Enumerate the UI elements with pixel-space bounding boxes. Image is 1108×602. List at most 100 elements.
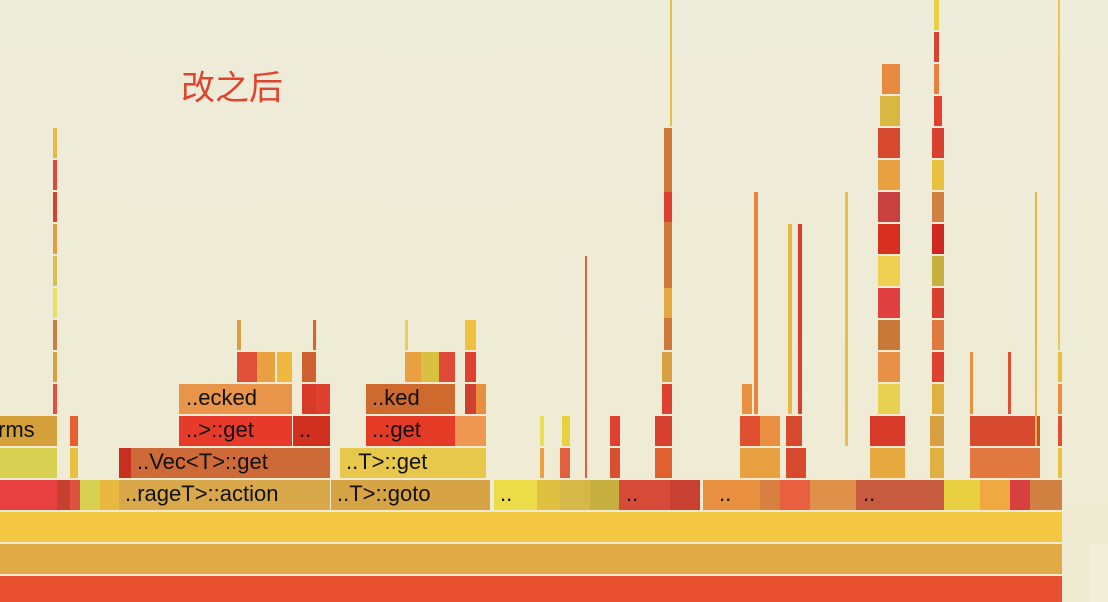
frame[interactable] (970, 352, 973, 414)
frame[interactable] (405, 320, 408, 350)
frame[interactable] (655, 448, 672, 478)
frame[interactable] (980, 480, 1010, 510)
frame[interactable] (179, 416, 292, 446)
frame[interactable] (878, 224, 900, 254)
frame[interactable] (932, 192, 944, 222)
frame[interactable] (878, 288, 900, 318)
frame[interactable] (540, 448, 544, 478)
frame[interactable] (786, 416, 802, 446)
frame[interactable] (754, 192, 758, 414)
frame[interactable] (1010, 480, 1030, 510)
frame[interactable] (845, 192, 848, 446)
frame[interactable] (1058, 352, 1062, 382)
frame[interactable] (237, 352, 257, 382)
frame[interactable] (810, 480, 856, 510)
frame[interactable] (53, 288, 57, 318)
frame[interactable] (494, 480, 537, 510)
frame[interactable] (465, 384, 476, 414)
frame[interactable] (740, 416, 760, 446)
frame[interactable] (1035, 192, 1037, 446)
frame[interactable] (331, 480, 490, 510)
frame[interactable] (655, 416, 672, 446)
frame[interactable] (878, 384, 900, 414)
frame[interactable] (293, 416, 330, 446)
frame[interactable] (53, 256, 57, 286)
frame[interactable] (131, 448, 330, 478)
frame[interactable] (465, 320, 476, 350)
frame[interactable] (930, 416, 944, 446)
frame[interactable] (302, 384, 316, 414)
frame[interactable] (662, 384, 672, 414)
frame[interactable] (610, 448, 620, 478)
frame[interactable] (340, 448, 486, 478)
frame[interactable] (302, 352, 316, 382)
frame[interactable] (878, 128, 900, 158)
frame[interactable] (1058, 0, 1060, 350)
frame[interactable] (257, 352, 275, 382)
frame[interactable] (780, 480, 810, 510)
frame[interactable] (53, 192, 57, 222)
frame[interactable] (53, 384, 57, 414)
frame[interactable] (662, 352, 672, 382)
frame[interactable] (0, 512, 1062, 542)
frame[interactable] (932, 160, 944, 190)
frame[interactable] (970, 448, 1040, 478)
frame[interactable] (585, 256, 587, 478)
frame[interactable] (934, 96, 942, 126)
frame[interactable] (786, 448, 806, 478)
frame[interactable] (760, 480, 780, 510)
frame[interactable] (1058, 416, 1062, 446)
frame[interactable] (703, 480, 760, 510)
frame[interactable] (455, 416, 486, 446)
frame[interactable] (53, 320, 57, 350)
frame[interactable] (798, 224, 802, 414)
frame[interactable] (70, 480, 80, 510)
frame[interactable] (70, 416, 78, 446)
frame[interactable] (277, 352, 292, 382)
frame[interactable] (316, 384, 330, 414)
frame[interactable] (465, 352, 476, 382)
frame[interactable] (70, 448, 78, 478)
frame[interactable] (932, 352, 944, 382)
frame[interactable] (856, 480, 944, 510)
frame[interactable] (53, 224, 57, 254)
frame[interactable] (237, 320, 241, 350)
frame[interactable] (619, 480, 670, 510)
frame[interactable] (53, 128, 57, 158)
frame[interactable] (610, 416, 620, 446)
frame[interactable] (970, 416, 1040, 446)
frame[interactable] (540, 416, 544, 446)
frame[interactable] (0, 480, 57, 510)
frame[interactable] (664, 128, 672, 350)
frame[interactable] (878, 192, 900, 222)
frame[interactable] (670, 480, 700, 510)
frame[interactable] (932, 320, 944, 350)
frame[interactable] (1058, 384, 1062, 414)
frame[interactable] (664, 288, 672, 318)
frame[interactable] (0, 576, 1062, 602)
frame[interactable] (119, 480, 330, 510)
frame[interactable] (742, 384, 752, 414)
frame[interactable] (880, 96, 900, 126)
frame[interactable] (878, 256, 900, 286)
frame[interactable] (882, 64, 900, 94)
frame[interactable] (313, 320, 316, 350)
frame[interactable] (57, 480, 70, 510)
frame[interactable] (439, 352, 455, 382)
frame[interactable] (1030, 480, 1062, 510)
frame[interactable] (421, 352, 439, 382)
frame[interactable] (476, 384, 486, 414)
frame[interactable] (932, 128, 944, 158)
frame[interactable] (179, 384, 292, 414)
frame[interactable] (366, 384, 455, 414)
frame[interactable] (53, 160, 57, 190)
frame[interactable] (1008, 352, 1011, 414)
frame[interactable] (934, 0, 939, 30)
frame[interactable] (537, 480, 560, 510)
frame[interactable] (1058, 448, 1062, 478)
frame[interactable] (878, 320, 900, 350)
frame[interactable] (562, 416, 570, 446)
frame[interactable] (788, 224, 792, 414)
frame[interactable] (932, 224, 944, 254)
frame[interactable] (590, 480, 619, 510)
